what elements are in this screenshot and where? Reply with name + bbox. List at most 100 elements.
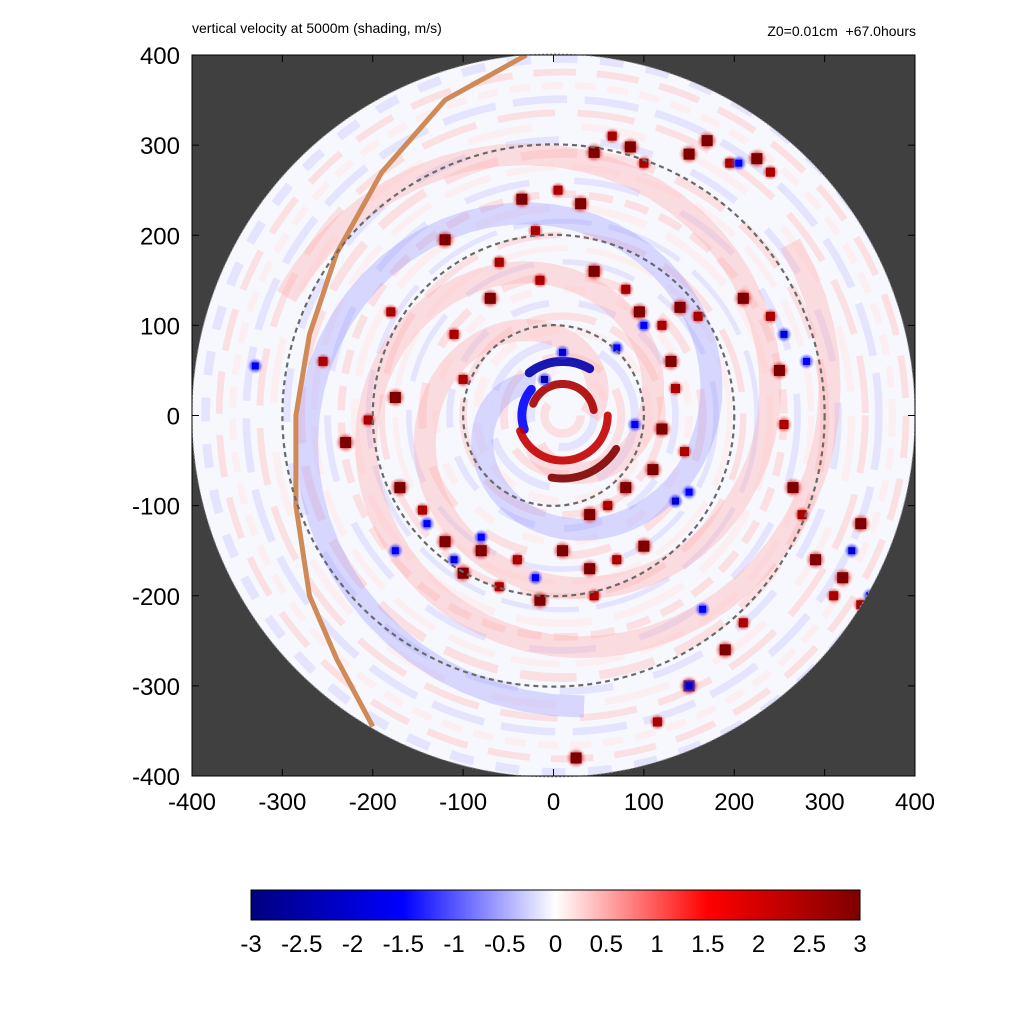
updraft-cell (494, 582, 504, 592)
y-tick-label: -400 (132, 764, 180, 791)
updraft-cell (484, 292, 496, 304)
rainband-shading (276, 143, 782, 600)
range-ring-300 (281, 143, 826, 688)
updraft-cell (318, 356, 328, 366)
updraft-cell (652, 717, 662, 727)
field-band (256, 109, 869, 722)
updraft-cell (751, 153, 763, 165)
updraft-cell (588, 146, 600, 158)
updraft-cell (647, 464, 659, 476)
updraft-cell (725, 158, 735, 168)
updraft-cell (765, 167, 775, 177)
updraft-cell (639, 158, 649, 168)
colorbar-tick-label: -0.5 (484, 931, 525, 958)
updraft-cell (439, 536, 451, 548)
updraft-cell (856, 600, 866, 610)
field-band (324, 177, 801, 654)
colorbar-tick-label: 0.5 (590, 931, 623, 958)
field-band (215, 68, 910, 763)
colorbar-tick-label: -1 (443, 931, 464, 958)
field-band (242, 95, 883, 736)
eyewall-updraft (529, 380, 598, 414)
updraft-cell (475, 545, 487, 557)
downdraft-cell (735, 159, 743, 167)
updraft-cell (516, 193, 528, 205)
field-band (269, 122, 856, 709)
field-band (526, 379, 599, 452)
colorbar-tick-label: -2.5 (281, 931, 322, 958)
updraft-cell (589, 591, 599, 601)
downdraft-cell (391, 547, 399, 555)
range-ring-100 (462, 324, 645, 507)
downdraft-cell (780, 330, 788, 338)
updraft-cell (575, 198, 587, 210)
updraft-cell (386, 307, 396, 317)
updraft-cell (638, 540, 650, 552)
updraft-cell (457, 567, 469, 579)
updraft-cell (683, 148, 695, 160)
updraft-cell (773, 364, 785, 376)
updraft-cell (693, 311, 703, 321)
downdraft-cell (631, 421, 639, 429)
updraft-cell (738, 618, 748, 628)
colorbar-tick-label: 2 (752, 931, 765, 958)
downdraft-cell (531, 574, 539, 582)
updraft-cell (680, 447, 690, 457)
updraft-cell (570, 752, 582, 764)
x-tick-label: -400 (168, 789, 216, 816)
updraft-cell (701, 135, 713, 147)
y-tick-label: 400 (140, 43, 180, 70)
updraft-cell (394, 482, 406, 494)
updraft-cell (553, 185, 563, 195)
eyewall-downdraft (524, 357, 595, 378)
updraft-cell (671, 383, 681, 393)
field-band (310, 163, 815, 668)
updraft-cell (417, 505, 427, 515)
downdraft-cell (685, 682, 693, 690)
updraft-cell (624, 141, 636, 153)
x-tick-label: -300 (258, 789, 306, 816)
downdraft-cell (613, 344, 621, 352)
downdraft-cell (251, 362, 259, 370)
updraft-cell (612, 555, 622, 565)
updraft-cell (607, 131, 617, 141)
updraft-cell (534, 594, 546, 606)
colorbar-tick-label: 0 (549, 931, 562, 958)
updraft-cell (584, 563, 596, 575)
run-info-label: Z0=0.01cm +67.0hours (767, 23, 916, 39)
y-tick-label: 200 (140, 223, 180, 250)
colorbar-tick-label: -2 (342, 931, 363, 958)
updraft-cell (829, 591, 839, 601)
range-ring-200 (371, 233, 736, 598)
updraft-cell (621, 284, 631, 294)
field-band (406, 259, 719, 572)
updraft-cell (512, 555, 522, 565)
x-tick-label: 300 (805, 789, 845, 816)
field-band (486, 339, 639, 492)
x-tick-label: 200 (714, 789, 754, 816)
x-tick-label: -100 (439, 789, 487, 816)
y-tick-label: -200 (132, 584, 180, 611)
y-tick-label: 100 (140, 313, 180, 340)
updraft-cell (657, 320, 667, 330)
downdraft-cell (450, 556, 458, 564)
colorbar-tick-label: 2.5 (793, 931, 826, 958)
downdraft-cell (848, 547, 856, 555)
field-band (350, 203, 775, 628)
colorbar-tick-label: 1.5 (691, 931, 724, 958)
updraft-cell (656, 423, 668, 435)
updraft-cell (665, 355, 677, 367)
downdraft-cell (477, 533, 485, 541)
y-tick-label: 300 (140, 133, 180, 160)
updraft-cell (449, 329, 459, 339)
updraft-cell (719, 644, 731, 656)
y-tick-label: -300 (132, 674, 180, 701)
downdraft-cell (559, 348, 567, 356)
rainband-shading (355, 238, 841, 659)
field-band (446, 299, 679, 532)
x-tick-label: -200 (349, 789, 397, 816)
chart-title: vertical velocity at 5000m (shading, m/s… (192, 20, 442, 36)
updraft-cell (439, 234, 451, 246)
downdraft-cell (699, 605, 707, 613)
